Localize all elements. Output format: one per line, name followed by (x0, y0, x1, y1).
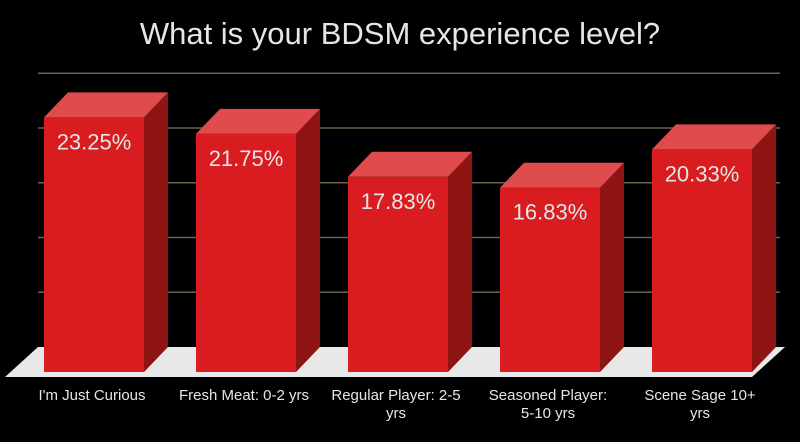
data-label: 16.83% (513, 200, 588, 225)
bar (196, 133, 296, 372)
bar-top (348, 151, 472, 177)
bar (652, 149, 752, 372)
bar-top (500, 162, 624, 188)
chart-title: What is your BDSM experience level? (139, 16, 661, 51)
bar (348, 176, 448, 372)
data-label: 21.75% (209, 146, 284, 171)
bar-side (296, 108, 320, 373)
data-label: 23.25% (57, 129, 132, 154)
bar-side (144, 92, 168, 372)
bar-side (752, 124, 776, 372)
category-label: yrs (690, 405, 710, 422)
bar (500, 187, 600, 372)
data-label: 17.83% (361, 189, 436, 214)
bar-side (448, 151, 472, 372)
bar (44, 117, 144, 372)
bar-top (44, 92, 168, 118)
bar-top (196, 108, 320, 134)
category-label: Scene Sage 10+ (644, 387, 756, 404)
bar-top (652, 124, 776, 150)
data-label: 20.33% (665, 161, 740, 186)
category-label: I'm Just Curious (38, 387, 145, 404)
category-label: Regular Player: 2-5 (331, 387, 460, 404)
bar-side (600, 162, 624, 372)
category-label: Fresh Meat: 0-2 yrs (179, 387, 309, 404)
category-label: 5-10 yrs (521, 405, 575, 422)
category-label: yrs (386, 405, 406, 422)
category-label: Seasoned Player: (489, 387, 607, 404)
